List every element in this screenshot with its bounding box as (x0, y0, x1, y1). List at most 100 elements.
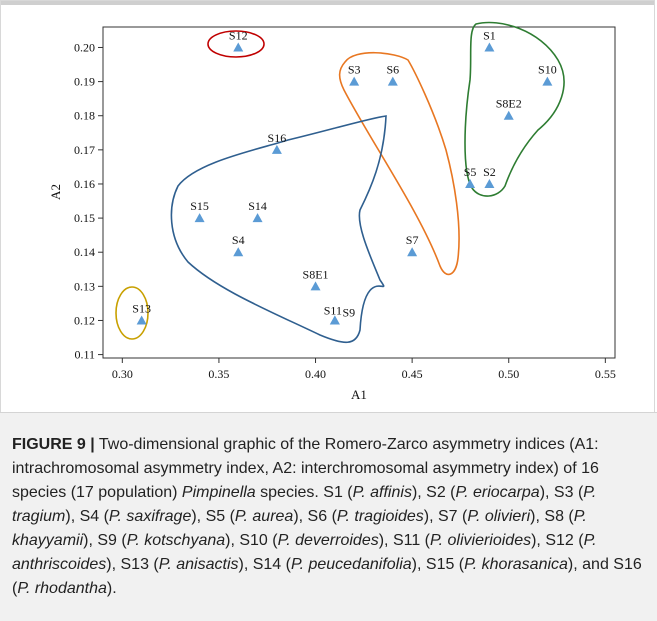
point-label-s6: S6 (386, 63, 399, 77)
point-label-s15: S15 (190, 199, 209, 213)
caption-text-segment: ), S6 ( (293, 508, 337, 525)
caption-text-segment: ), S4 ( (65, 508, 109, 525)
caption-species-name: P. olivieri (467, 508, 531, 525)
scatter-chart: 0.30 0.35 0.40 0.45 0.50 0.55 0.110.120.130.1… (48, 21, 616, 402)
plot-area-frame (102, 26, 616, 359)
figure-caption-box: FIGURE 9 | Two-dimensional graphic of th… (0, 412, 657, 621)
caption-text-segment: ), S14 ( (238, 556, 291, 573)
cluster-outline-red (207, 30, 265, 58)
y-tick-label: 0.12 (74, 313, 95, 327)
caption-figure-label: FIGURE 9 | (12, 436, 95, 453)
point-label-s16: S16 (268, 131, 287, 145)
y-axis-ticks: 0.11 0.12 0.13 0.14 0.15 0.16 0.17 0.18 0.19 0.20 (74, 40, 103, 362)
point-label-s3: S3 (348, 63, 361, 77)
x-tick-label: 0.55 (595, 367, 616, 381)
caption-text-segment: ), S13 ( (106, 556, 159, 573)
point-label-s1: S1 (483, 28, 496, 42)
caption-text-segment: ), S5 ( (191, 508, 235, 525)
figure-caption: FIGURE 9 | Two-dimensional graphic of th… (12, 433, 642, 601)
y-tick-label: 0.16 (74, 177, 95, 191)
cluster-outline-orange (338, 51, 460, 276)
data-point-s16 (271, 144, 282, 154)
y-tick-label: 0.11 (74, 348, 95, 362)
caption-species-name: Pimpinella (181, 484, 256, 501)
x-tick-label: 0.30 (112, 367, 133, 381)
caption-species-name: P. eriocarpa (455, 484, 540, 501)
data-point-s8e2 (503, 110, 514, 120)
caption-species-name: P. deverroides (277, 532, 379, 549)
caption-text-segment: ). (106, 580, 117, 597)
x-tick-label: 0.45 (402, 367, 423, 381)
data-point-s6 (387, 76, 398, 86)
data-point-s4 (233, 247, 244, 257)
point-label-s14: S14 (248, 199, 267, 213)
caption-species-name: P. anisactis (158, 556, 239, 573)
data-point-s5 (465, 178, 476, 188)
point-label-s12: S12 (229, 28, 248, 42)
point-label-s8e2: S8E2 (496, 97, 522, 111)
point-label-s9: S9 (343, 305, 356, 319)
caption-species-name: P. kotschyana (126, 532, 226, 549)
y-tick-label: 0.14 (74, 245, 95, 259)
data-point-s11 (329, 315, 340, 325)
data-point-s15 (194, 213, 205, 223)
caption-text-segment: ), S9 ( (83, 532, 127, 549)
caption-species-name: P. anthriscoides (12, 532, 597, 573)
point-label-s2: S2 (483, 165, 496, 179)
caption-species-name: P. khorasanica (464, 556, 568, 573)
caption-text-segment: ), S10 ( (225, 532, 278, 549)
point-label-s5: S5 (464, 165, 477, 179)
point-label-s10: S10 (538, 63, 557, 77)
point-label-s7: S7 (406, 233, 419, 247)
point-label-s11: S11 (324, 303, 342, 317)
caption-text-segment: ), S12 ( (531, 532, 584, 549)
data-point-s10 (542, 76, 553, 86)
caption-species-name: P. peucedanifolia (290, 556, 412, 573)
point-label-s13: S13 (132, 301, 151, 315)
caption-species-name: P. aurea (234, 508, 294, 525)
x-axis-ticks: 0.30 0.35 0.40 0.45 0.50 0.55 (112, 358, 616, 381)
y-tick-label: 0.20 (74, 40, 95, 54)
caption-text-segment: species. S1 ( (255, 484, 353, 501)
point-label-s4: S4 (232, 233, 245, 247)
cluster-outline-yellow (115, 286, 149, 340)
data-point-s3 (349, 76, 360, 86)
cluster-outlines (115, 21, 565, 344)
data-point-s12 (233, 42, 244, 52)
data-point-s7 (407, 247, 418, 257)
caption-species-name: P. olivierioides (430, 532, 532, 549)
data-points: S1 S2 S3 S4 S5 S6 S7 S8E1 S8E2 S9 S10 S11 S12 S13 S14 S… (132, 28, 557, 325)
caption-text-segment: ), and S16 ( (12, 556, 642, 597)
data-point-s1 (484, 42, 495, 52)
caption-text-segment: ), S7 ( (423, 508, 468, 525)
data-point-s13 (136, 315, 147, 325)
caption-text-segment: ), S3 ( (539, 484, 584, 501)
caption-species-name: P. tragioides (336, 508, 424, 525)
y-axis-label: A2 (48, 184, 63, 200)
caption-text-segment: ), S11 ( (378, 532, 430, 549)
x-axis-label: A1 (351, 387, 367, 402)
caption-body: Two-dimensional graphic of the Romero-Za… (12, 436, 642, 597)
caption-text-segment: ), S8 ( (530, 508, 574, 525)
caption-species-name: P. rhodantha (17, 580, 107, 597)
y-tick-label: 0.15 (74, 211, 95, 225)
x-tick-label: 0.40 (305, 367, 326, 381)
caption-text-segment: Two-dimensional graphic of the Romero-Za… (12, 436, 599, 501)
caption-species-name: P. saxifrage (108, 508, 192, 525)
caption-text-segment: ), S2 ( (411, 484, 456, 501)
caption-species-name: P. affinis (352, 484, 412, 501)
y-tick-label: 0.17 (74, 143, 95, 157)
cluster-outline-green (464, 21, 565, 197)
x-tick-label: 0.50 (498, 367, 519, 381)
x-tick-label: 0.35 (208, 367, 229, 381)
y-tick-label: 0.13 (74, 279, 95, 293)
data-point-s14 (252, 213, 263, 223)
cluster-outline-blue (170, 115, 387, 344)
data-point-s2 (484, 178, 495, 188)
caption-species-name: P. tragium (12, 484, 597, 525)
caption-species-name: P. khayyamii (12, 508, 587, 549)
point-label-s8e1: S8E1 (303, 267, 329, 281)
y-tick-label: 0.18 (74, 109, 95, 123)
y-tick-label: 0.19 (74, 75, 95, 89)
data-point-s8e1 (310, 281, 321, 291)
